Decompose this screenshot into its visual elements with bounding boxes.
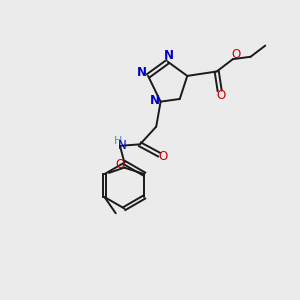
Text: N: N (118, 139, 127, 152)
Text: H: H (114, 136, 123, 146)
Text: O: O (158, 150, 167, 163)
Text: N: N (150, 94, 160, 107)
Text: N: N (164, 49, 174, 62)
Text: O: O (232, 48, 241, 61)
Text: N: N (136, 66, 147, 79)
Text: O: O (115, 158, 124, 171)
Text: O: O (217, 89, 226, 102)
